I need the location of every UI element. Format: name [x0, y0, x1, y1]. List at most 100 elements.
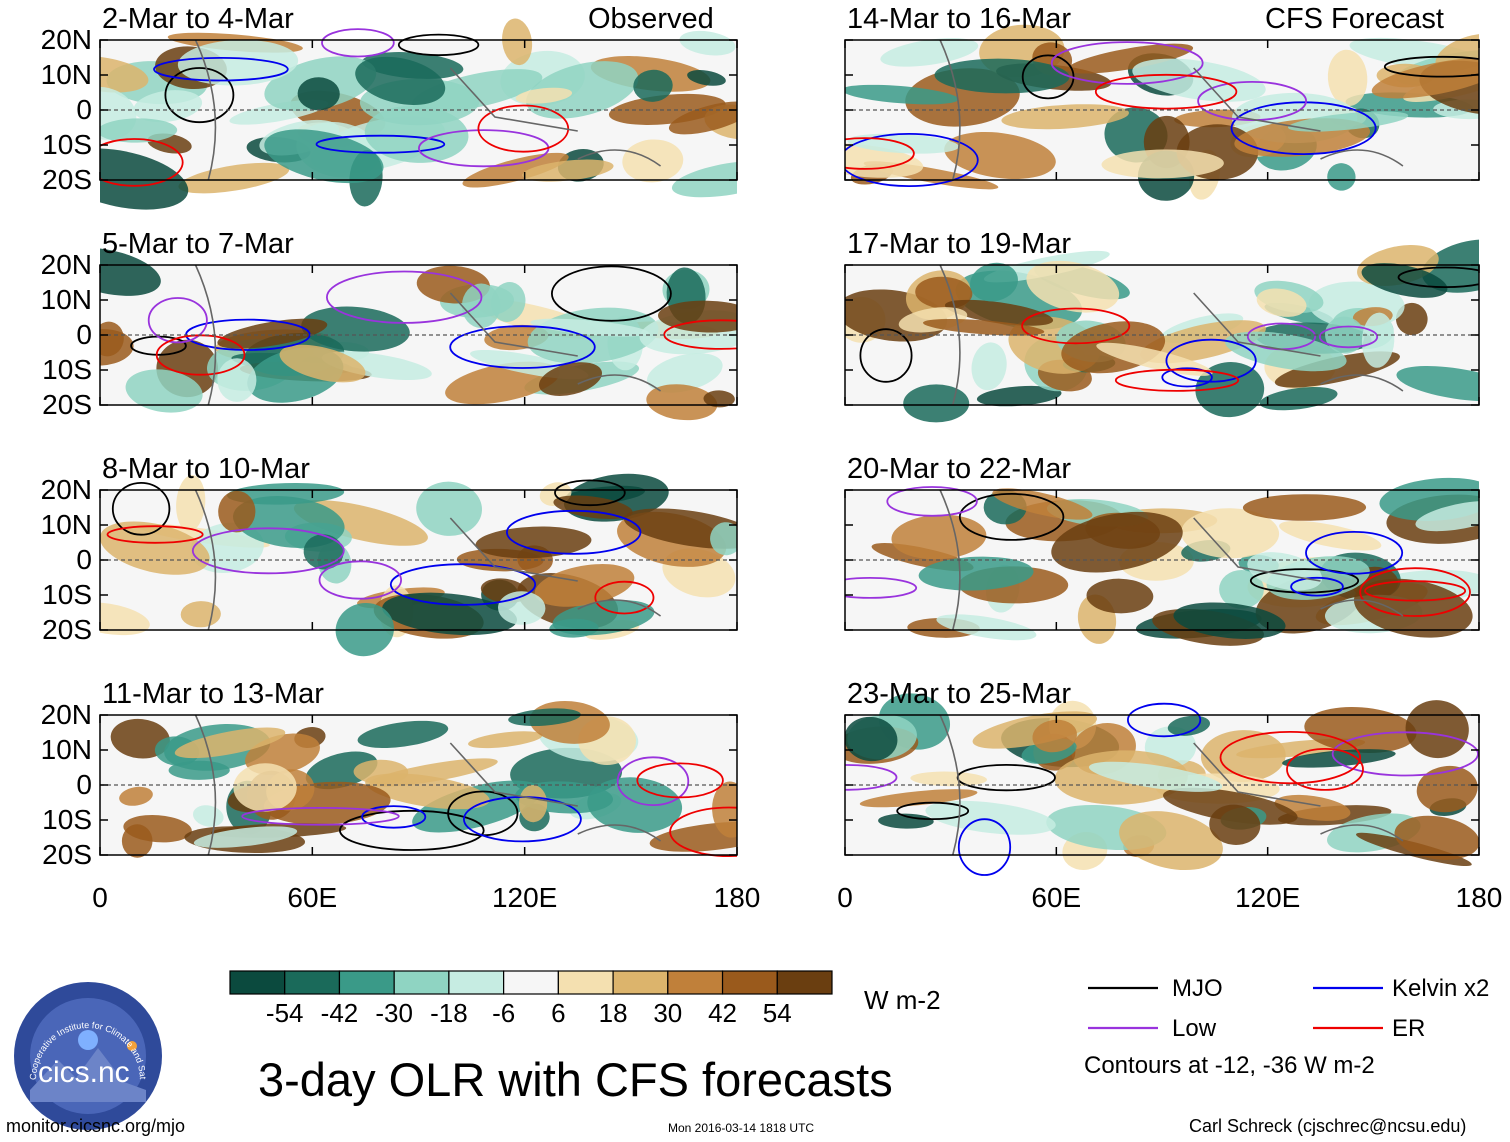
colorbar-units: W m-2 [864, 985, 941, 1015]
contour-er [669, 806, 737, 857]
x-tick-label: 0 [92, 882, 108, 913]
y-tick-label: 20S [42, 389, 92, 420]
panel-title: 20-Mar to 22-Mar [847, 453, 1072, 485]
forecast-label: CFS Forecast [1265, 3, 1444, 35]
olr-anomaly-blob [1304, 706, 1417, 754]
olr-anomaly-blob [878, 813, 934, 829]
panel-8 [844, 693, 1480, 876]
olr-anomaly-blob [1067, 43, 1194, 74]
panel-title: 2-Mar to 4-Mar [102, 3, 294, 35]
olr-anomaly-blob [649, 821, 737, 852]
contour-low [147, 297, 208, 344]
olr-anomaly-blob [1032, 719, 1077, 753]
olr-anomaly-blob [1327, 163, 1356, 191]
olr-anomaly-blob [515, 87, 573, 104]
contour-er [1286, 748, 1364, 791]
contour-mjo [1397, 266, 1479, 288]
olr-anomaly-blob [1242, 494, 1367, 521]
olr-anomaly-blob [1361, 312, 1395, 368]
colorbar-swatch [393, 970, 450, 995]
olr-anomaly-blob [100, 247, 161, 296]
logo-mountain-icon [30, 1048, 146, 1102]
olr-anomaly-blob [549, 618, 599, 638]
olr-anomaly-blob [193, 826, 298, 848]
contour-low [845, 764, 898, 791]
olr-anomaly-blob [174, 727, 286, 759]
contour-er [1094, 73, 1238, 110]
contour-low [1050, 41, 1204, 85]
x-tick-label: 120E [491, 882, 558, 913]
contour-low [1318, 325, 1379, 349]
olr-anomaly-blob [1051, 511, 1183, 573]
colorbar-tick-label: -42 [320, 998, 359, 1028]
contour-er [106, 525, 204, 544]
panel-1 [99, 18, 738, 210]
olr-anomaly-blob [1394, 815, 1479, 860]
colorbar-swatch [448, 970, 505, 995]
olr-anomaly-blob [1353, 578, 1473, 638]
y-tick-label: 20S [42, 839, 92, 870]
colorbar-tick-label: -30 [375, 998, 413, 1028]
footer-timestamp: Mon 2016-03-14 1818 UTC [668, 1121, 815, 1135]
colorbar-swatch [667, 970, 724, 995]
contour-mjo [111, 481, 171, 536]
legend-label: Kelvin x2 [1392, 975, 1490, 1002]
y-tick-label: 20N [40, 249, 92, 280]
olr-anomaly-blob [1421, 239, 1479, 293]
olr-anomaly-blob [217, 358, 257, 402]
olr-anomaly-blob [121, 824, 153, 858]
olr-anomaly-blob [468, 731, 543, 749]
y-tick-label: 10N [40, 59, 92, 90]
olr-anomaly-blob [1209, 804, 1261, 845]
colorbar-swatch [721, 970, 778, 995]
y-tick-label: 0 [76, 319, 92, 350]
colorbar-tick-label: -54 [265, 998, 304, 1028]
legend-label: MJO [1172, 975, 1223, 1002]
contour-er [1114, 368, 1240, 392]
olr-anomaly-blob [305, 751, 378, 790]
contour-kelvin-x2 [153, 56, 289, 82]
colorbar [229, 970, 833, 995]
panel-6 [844, 239, 1480, 423]
contour-low [616, 756, 690, 806]
olr-anomaly-blob [233, 496, 345, 548]
olr-anomaly-blob [303, 534, 344, 570]
olr-anomaly-blob [100, 118, 178, 143]
olr-anomaly-blob [1287, 111, 1409, 132]
colorbar-swatch [338, 970, 395, 995]
olr-anomaly-blob [539, 362, 602, 396]
olr-anomaly-blob [671, 160, 737, 198]
olr-anomaly-blob [992, 488, 1093, 520]
y-tick-label: 20N [40, 24, 92, 55]
colorbar-swatch [503, 970, 559, 995]
olr-anomaly-blob [587, 777, 683, 833]
olr-anomaly-blob [534, 564, 635, 607]
olr-anomaly-blob [1395, 302, 1428, 336]
olr-anomaly-blob [922, 318, 1045, 336]
contour-low [321, 28, 395, 58]
olr-anomaly-blob [646, 384, 718, 421]
olr-anomaly-blob [462, 152, 569, 188]
x-tick-label: 60E [1031, 882, 1082, 913]
olr-anomaly-blob [1181, 508, 1280, 559]
contour-low [845, 577, 918, 599]
olr-anomaly-blob [530, 318, 649, 337]
panel-3 [99, 473, 738, 657]
panel-5 [844, 24, 1480, 201]
x-tick-label: 60E [287, 882, 338, 913]
olr-anomaly-blob [100, 521, 210, 575]
olr-anomaly-blob [880, 38, 979, 67]
contour-er [1021, 307, 1131, 345]
olr-anomaly-blob [301, 306, 410, 352]
olr-anomaly-blob [970, 262, 1018, 302]
contour-mjo [554, 479, 626, 507]
colorbar-tick-label: 30 [653, 998, 683, 1028]
y-tick-label: 20N [40, 699, 92, 730]
contour-levels-note: Contours at -12, -36 W m-2 [1084, 1052, 1375, 1079]
olr-anomaly-blob [944, 131, 1056, 180]
y-tick-label: 10N [40, 734, 92, 765]
olr-anomaly-blob [1026, 260, 1120, 313]
olr-anomaly-blob [491, 282, 526, 322]
olr-anomaly-blob [1195, 362, 1265, 418]
olr-anomaly-blob [1247, 552, 1323, 591]
